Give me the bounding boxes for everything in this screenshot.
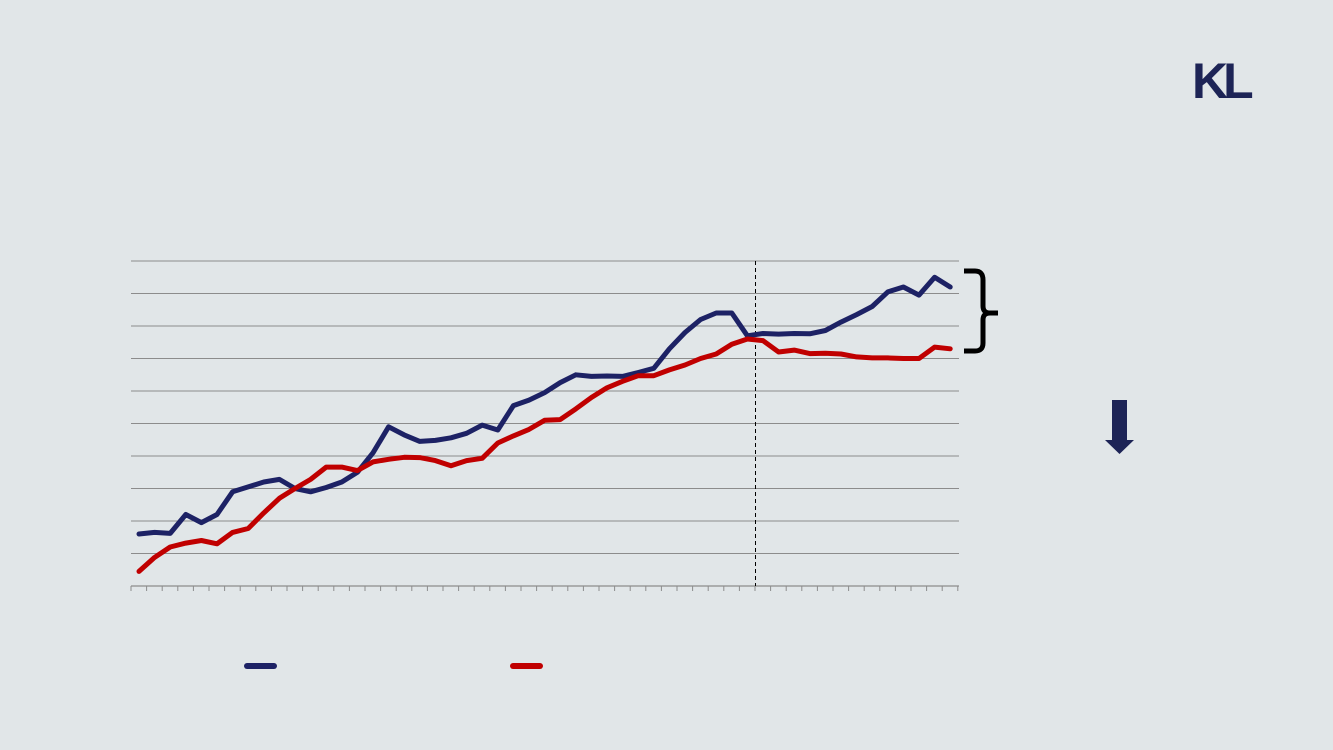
series-lines — [136, 274, 953, 574]
series-line-2 — [136, 336, 953, 574]
x-axis — [130, 585, 959, 591]
gridlines — [131, 260, 959, 554]
series-line-1 — [136, 274, 953, 537]
right-curly-brace-icon — [964, 268, 998, 354]
arrow-down-icon — [1105, 400, 1134, 454]
kl-logo: KL — [1192, 53, 1254, 109]
